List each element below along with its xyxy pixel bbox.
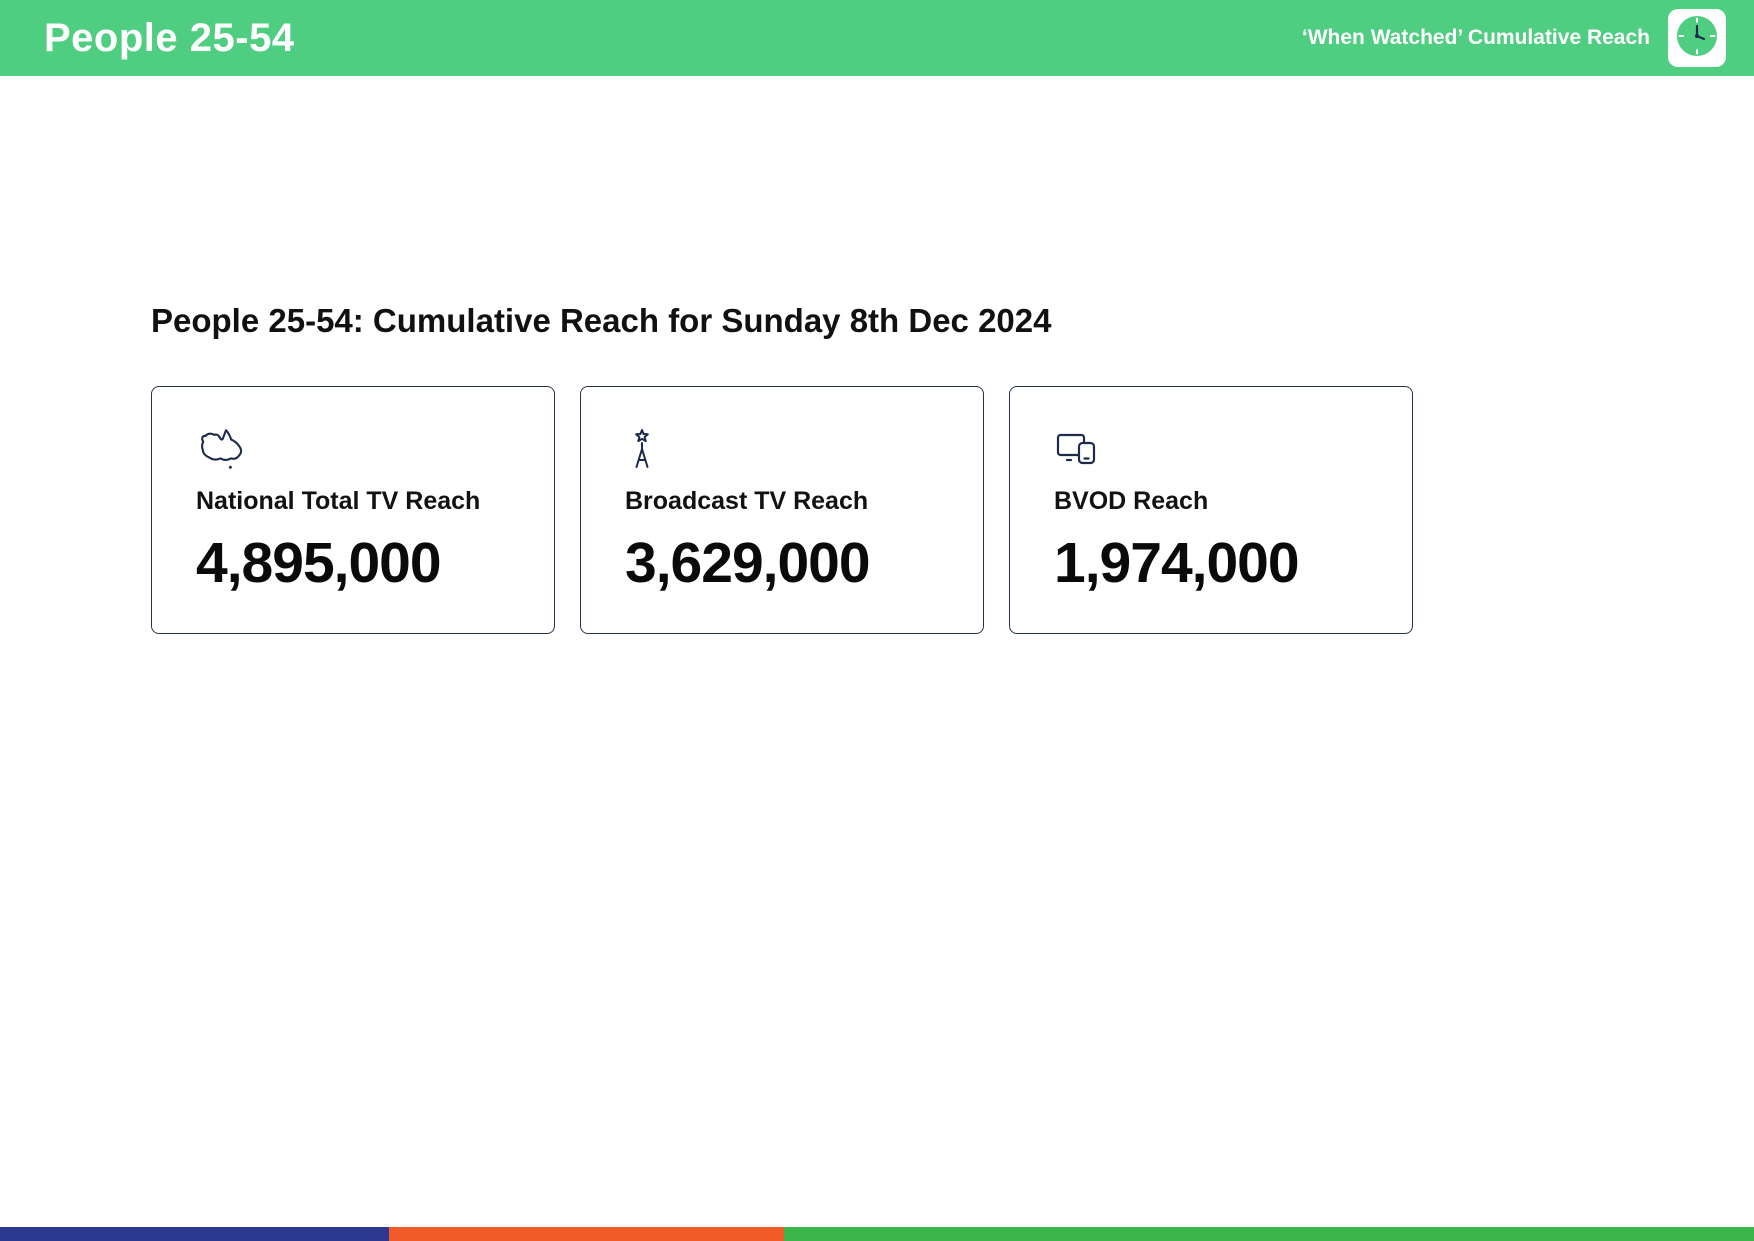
metric-card-bvod: BVOD Reach 1,974,000 [1009,386,1413,634]
header-subtitle: ‘When Watched’ Cumulative Reach [1301,26,1650,49]
footer-segment-navy [0,1227,390,1241]
metric-card-broadcast-tv: Broadcast TV Reach 3,629,000 [580,386,984,634]
footer-segment-green [784,1227,1754,1241]
australia-map-icon [196,427,510,471]
metric-value: 4,895,000 [196,531,442,595]
metric-label: Broadcast TV Reach [625,487,869,515]
header-bar: People 25-54 ‘When Watched’ Cumulative R… [0,0,1754,76]
metric-label: BVOD Reach [1054,487,1209,515]
metric-label: National Total TV Reach [196,487,481,515]
metric-value: 3,629,000 [625,531,871,595]
main-content: People 25-54: Cumulative Reach for Sunda… [0,76,1754,634]
header-right: ‘When Watched’ Cumulative Reach [1302,9,1726,67]
footer-bar [0,1227,1754,1241]
screens-icon [1054,427,1368,471]
logo-box [1668,9,1726,67]
metric-value: 1,974,000 [1054,531,1300,595]
metric-card-national-total-tv: National Total TV Reach 4,895,000 [151,386,555,634]
page-title: People 25-54 [44,15,295,60]
footer-segment-orange [389,1227,785,1241]
clock-icon [1675,14,1719,63]
section-heading: People 25-54: Cumulative Reach for Sunda… [151,302,1052,339]
metric-cards-row: National Total TV Reach 4,895,000 Broadc… [151,386,1754,634]
broadcast-antenna-icon [625,427,939,471]
